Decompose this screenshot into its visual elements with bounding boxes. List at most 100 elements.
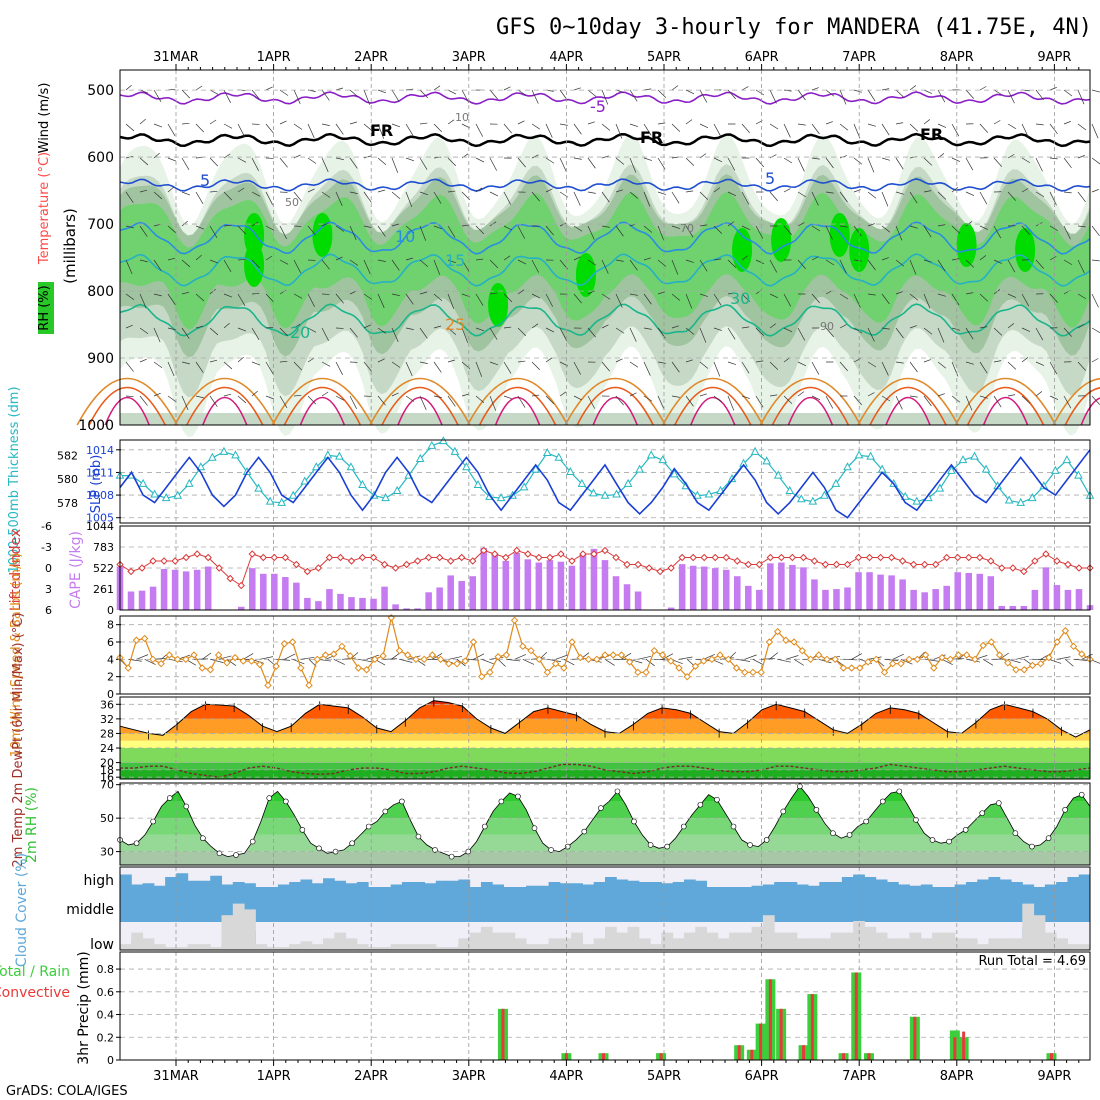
thickness-marker: [346, 462, 356, 471]
cloud-bar: [841, 892, 854, 922]
wind-barb: [531, 394, 540, 397]
cloud-bar: [830, 882, 843, 892]
cape-bar: [899, 579, 906, 610]
wind-barb: [1035, 391, 1043, 397]
wind-barb: [223, 361, 233, 370]
li-marker: [931, 560, 940, 569]
wind-legend-label: Wind (m/s): [37, 83, 52, 154]
wind-barb: [867, 361, 877, 368]
cloud-low-bar: [841, 932, 854, 950]
pressure-tick-label: 900: [87, 351, 114, 367]
wind-barb: [923, 157, 933, 166]
wind-barb: [573, 293, 582, 304]
cloud-bar: [954, 892, 967, 922]
cloud-bar: [1044, 892, 1057, 922]
warm-dome-contour: [478, 386, 557, 426]
wind-barb: [237, 225, 247, 235]
li-marker: [502, 553, 510, 562]
li-marker: [810, 557, 819, 565]
wind-barb: [321, 391, 329, 397]
cloud-bar: [537, 892, 550, 922]
cloud-bar: [695, 880, 708, 892]
cloud-low-label: low: [90, 937, 114, 953]
wind-barb: [405, 225, 415, 233]
cloud-bar: [142, 892, 155, 922]
wind-barb: [1035, 191, 1045, 198]
wind-speed-marker: [1053, 638, 1061, 646]
cloud-low-bar: [244, 909, 256, 950]
wind-barb: [685, 259, 694, 263]
wind-barb: [797, 157, 805, 172]
wind-barb: [335, 87, 344, 91]
cloud-low-bar: [1078, 944, 1091, 950]
wind-speed-marker: [708, 655, 716, 664]
warm-dome-contour: [1064, 387, 1100, 426]
rh-marker: [166, 795, 173, 801]
rh-band: [120, 834, 1090, 852]
cloud-bar: [492, 884, 504, 892]
wind-barb: [654, 658, 669, 661]
wind-barb: [433, 259, 441, 275]
wind-barb: [657, 225, 665, 241]
wind-speed-marker: [362, 666, 371, 674]
wind-barb: [475, 187, 483, 193]
wind-barb: [825, 157, 834, 169]
wind-barb: [489, 191, 499, 197]
wind-barb: [377, 225, 386, 237]
li-marker: [369, 553, 378, 562]
wind-barb: [951, 187, 959, 193]
rh-legend-label: RH (%): [37, 285, 52, 330]
thickness-marker: [219, 446, 229, 455]
wind-barb: [1015, 655, 1029, 660]
cloud-bar: [582, 892, 595, 922]
rh-marker: [548, 847, 554, 853]
cloud-bar: [221, 884, 234, 892]
cloud-frame: [119, 866, 1091, 951]
thickness-marker: [311, 462, 321, 471]
li-marker: [898, 557, 907, 565]
precip-convective-bar: [867, 1053, 871, 1060]
wind-barb: [181, 291, 190, 295]
wind-barb: [195, 395, 204, 399]
wind-barb: [1081, 653, 1093, 660]
wind-barb: [461, 89, 470, 103]
wind-barb: [937, 153, 945, 159]
cape-bar: [976, 573, 984, 610]
wind-speed-marker: [634, 668, 642, 677]
cloud-bar: [672, 882, 685, 892]
cloud-bar: [841, 877, 854, 892]
wind-barb: [741, 326, 750, 329]
li-marker: [446, 557, 455, 565]
wind-barb: [923, 293, 931, 309]
wind-barb: [489, 395, 497, 411]
cloud-low-bar: [943, 932, 956, 950]
wind-barb: [573, 361, 582, 375]
wind-barb: [923, 327, 933, 335]
pressure-tick-label: 1000: [78, 418, 114, 434]
cloud-bar: [165, 877, 177, 892]
wind-barb: [209, 288, 216, 295]
wind-speed-marker: [165, 651, 174, 659]
thickness-marker: [473, 480, 483, 489]
li-marker: [259, 553, 268, 562]
cloud-bar: [514, 892, 527, 922]
wind-barb: [279, 157, 288, 168]
wind-barb: [703, 653, 715, 660]
rh-marker: [929, 837, 936, 843]
contour-label: 5: [765, 169, 775, 188]
wind-barb: [587, 191, 596, 194]
wind-barb: [783, 395, 793, 404]
warm-dome-contour: [494, 396, 541, 426]
wind-barb: [321, 123, 330, 126]
wind-speed-marker: [288, 638, 297, 646]
cloud-low-bar: [356, 944, 369, 950]
li-marker: [413, 557, 422, 565]
cloud-low-bar: [661, 932, 674, 950]
precip-convective-bar: [601, 1053, 605, 1060]
cloud-bar: [289, 882, 301, 892]
cape-bar: [138, 590, 146, 610]
cloud-low-bar: [447, 947, 459, 950]
rh-marker: [564, 843, 571, 850]
cloud-low-bar: [492, 932, 504, 950]
contour-label: -5: [590, 97, 606, 116]
